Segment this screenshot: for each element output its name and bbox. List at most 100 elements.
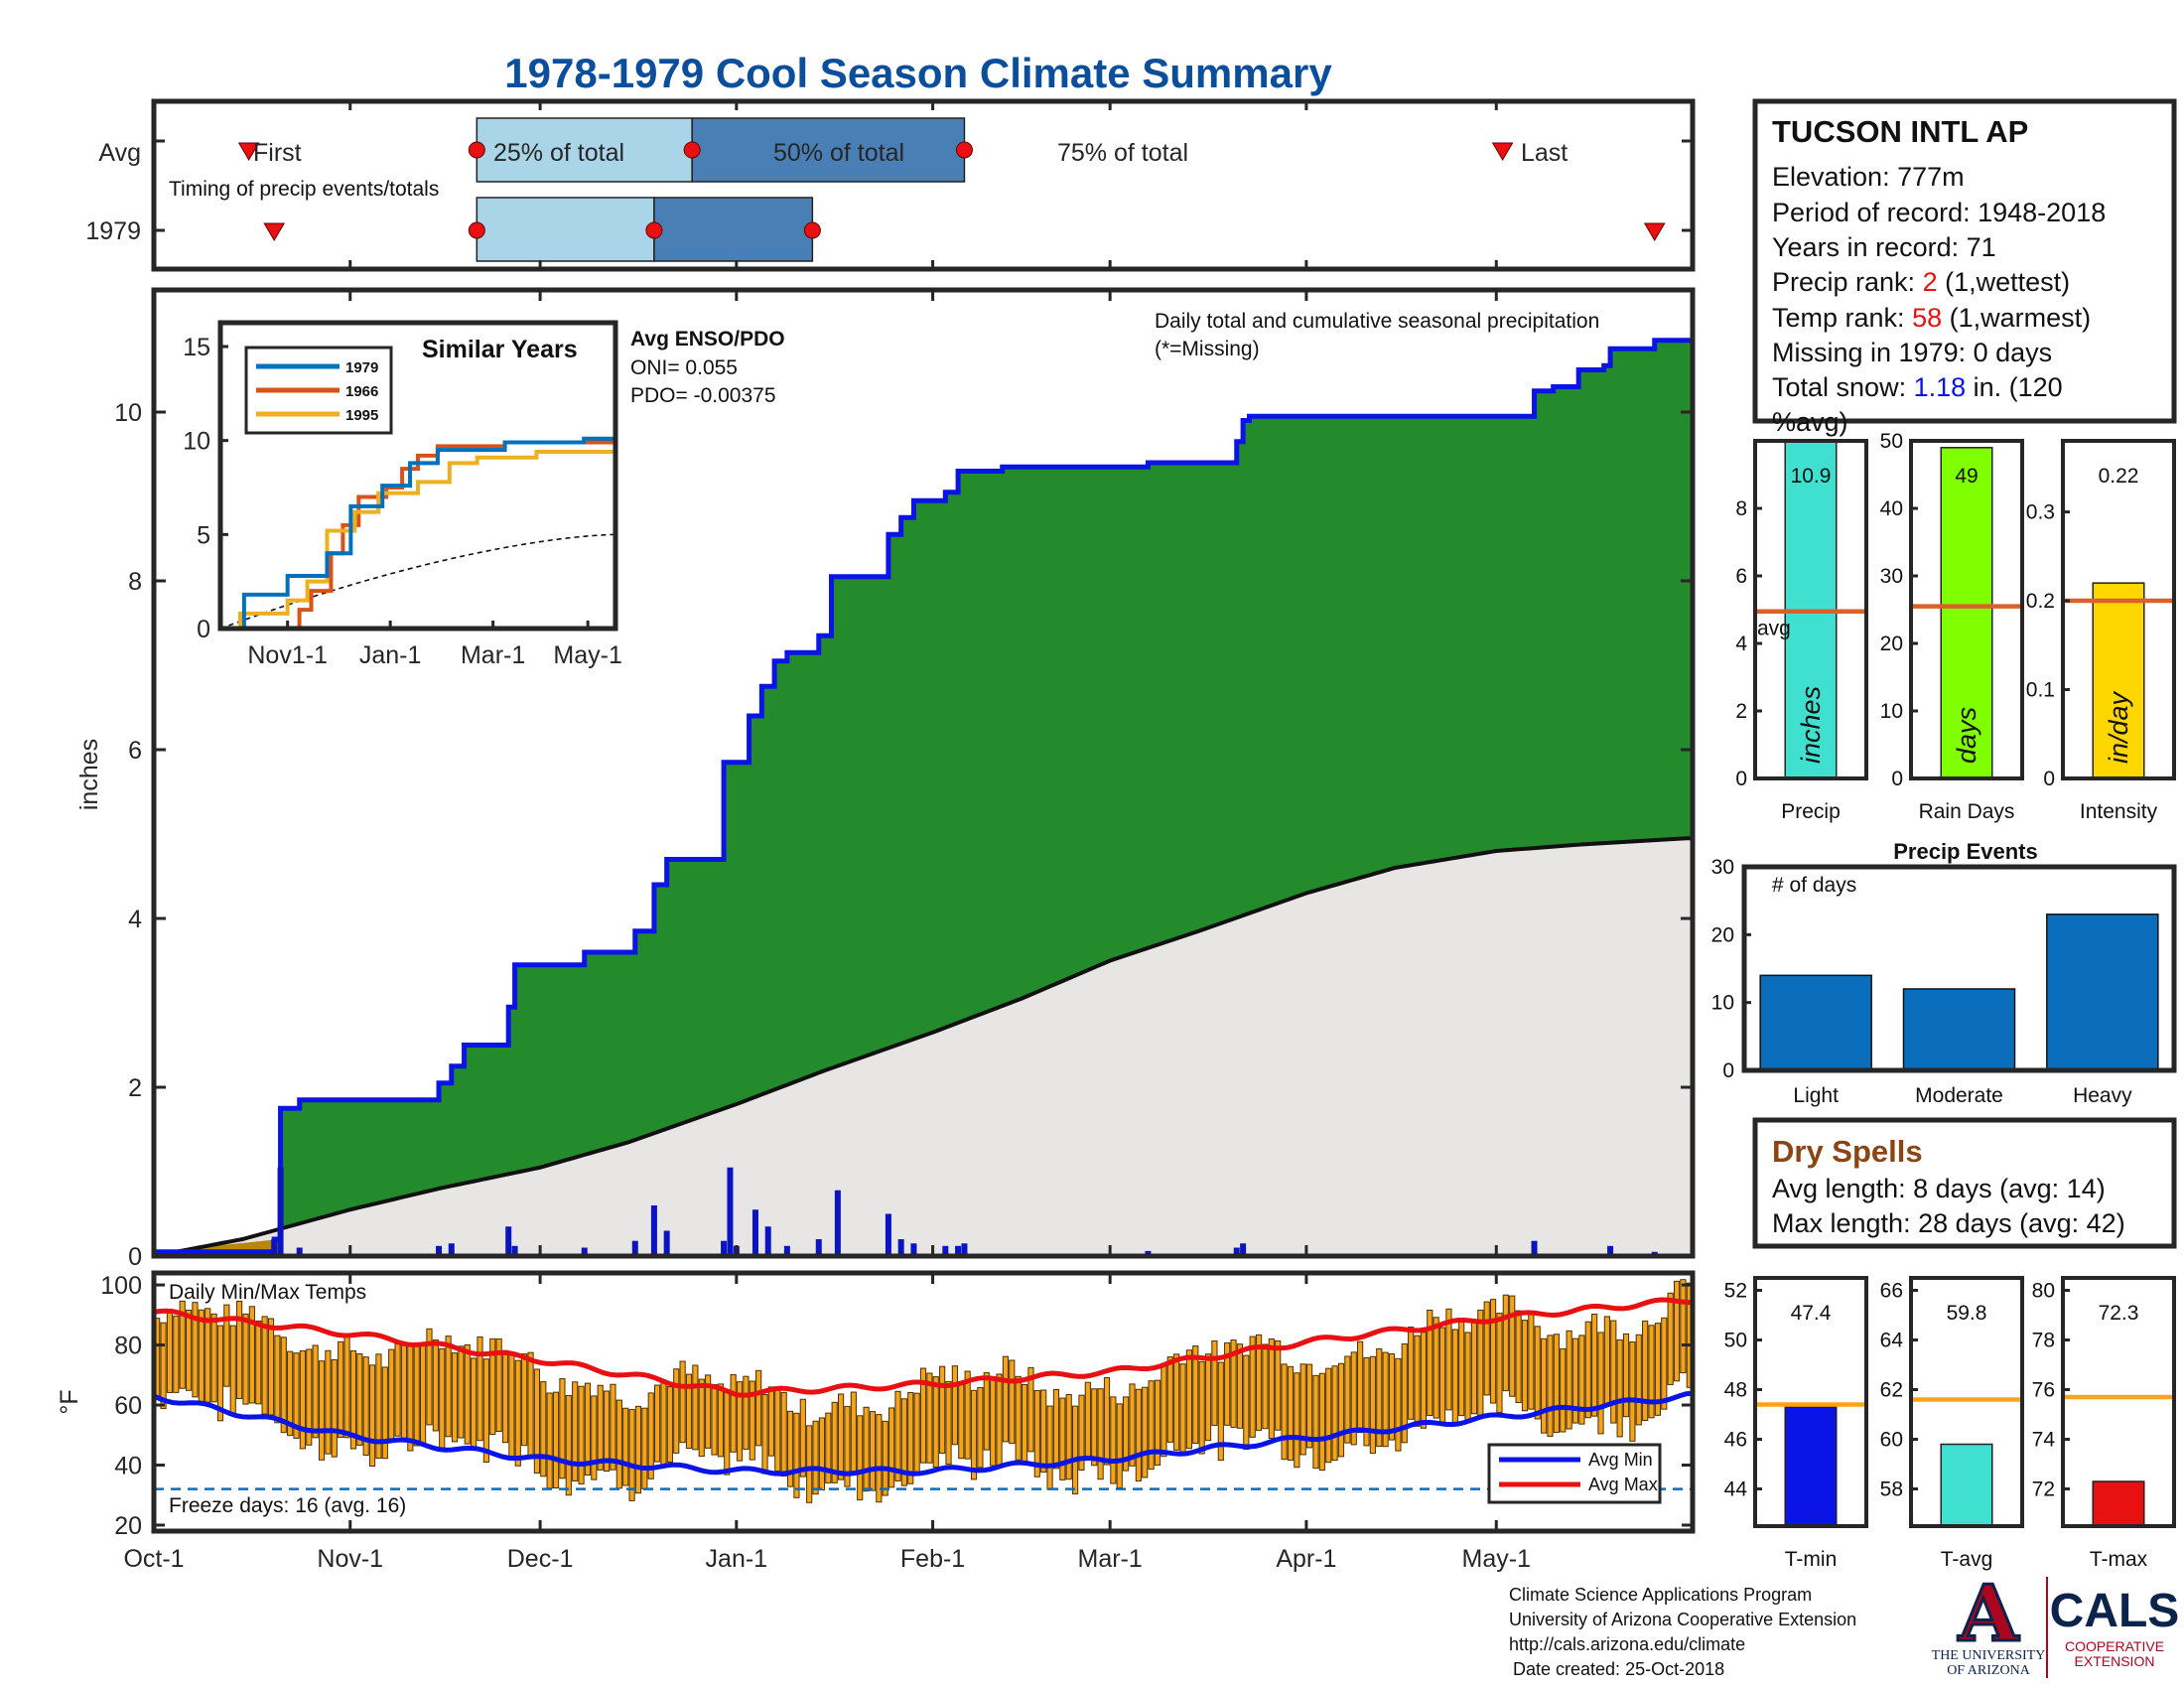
daily-precip-bar bbox=[955, 1245, 962, 1256]
daily-temp-range-bar bbox=[1521, 1320, 1529, 1412]
intensity-mini-chart: 0 0.1 0.2 0.3 0.22 Intensity in/day bbox=[2026, 439, 2176, 823]
avg-first-marker bbox=[237, 142, 260, 161]
daily-temp-range-bar bbox=[1230, 1339, 1237, 1428]
daily-temp-range-bar bbox=[1331, 1365, 1338, 1462]
daily-temp-range-bar bbox=[1629, 1340, 1636, 1442]
intensity-y-tick-label: 0 bbox=[2043, 768, 2055, 790]
timing-subtitle: Timing of precip events/totals bbox=[169, 178, 439, 201]
daily-temp-range-bar bbox=[844, 1405, 851, 1487]
daily-precip-bar bbox=[505, 1226, 512, 1256]
station-name: TUCSON INTL AP bbox=[1772, 114, 2028, 149]
precip-avg-label: avg bbox=[1757, 618, 1791, 640]
daily-temp-range-bar bbox=[1642, 1320, 1649, 1421]
station-info-box: TUCSON INTL AP Elevation: 777m Period of… bbox=[1752, 98, 2177, 437]
daily-precip-bar bbox=[650, 1205, 657, 1256]
x-tick-label: Oct-1 bbox=[123, 1545, 184, 1573]
daily-temp-range-bar bbox=[647, 1392, 654, 1479]
ua-name-line2: OF ARIZONA bbox=[1947, 1663, 2031, 1678]
daily-temp-range-bar bbox=[464, 1343, 471, 1445]
daily-temp-range-bar bbox=[229, 1325, 236, 1416]
events-y-tick-label: 10 bbox=[1711, 992, 1734, 1015]
tmax-value-label: 72.3 bbox=[2099, 1302, 2139, 1325]
footer-url: http://cals.arizona.edu/climate bbox=[1509, 1634, 1745, 1654]
average-cumulative-line bbox=[153, 836, 1693, 1258]
rain-days-mini-chart: 0 10 20 30 40 50 49 Rain Days days bbox=[1880, 430, 2024, 823]
daily-precip-bar bbox=[727, 1167, 734, 1256]
daily-temp-range-bar bbox=[388, 1348, 395, 1440]
daily-precip-bar bbox=[1531, 1240, 1538, 1256]
daily-temp-range-bar bbox=[578, 1385, 585, 1484]
ua-name-line1: THE UNIVERSITY bbox=[1932, 1648, 2046, 1663]
cumulative-precip-line bbox=[154, 338, 1693, 1255]
daily-temp-range-bar bbox=[1287, 1365, 1295, 1462]
daily-temp-range-bar bbox=[1294, 1372, 1300, 1469]
timing-frame bbox=[151, 98, 1696, 272]
daily-precip-bar bbox=[764, 1226, 771, 1256]
footer-university: University of Arizona Cooperative Extens… bbox=[1509, 1610, 1856, 1629]
date-x-axis: Oct-1 Nov-1 Dec-1 Jan-1 Feb-1 Mar-1 Apr-1 May-1 bbox=[123, 101, 1531, 1573]
daily-temp-range-bar bbox=[312, 1344, 319, 1439]
daily-temp-range-bar bbox=[1395, 1357, 1402, 1452]
daily-temp-range-bar bbox=[1179, 1363, 1186, 1453]
daily-temp-range-bar bbox=[394, 1343, 401, 1437]
footer-credits: Climate Science Applications Program Uni… bbox=[1509, 1585, 1856, 1679]
inset-y-tick-label: 0 bbox=[197, 616, 210, 643]
daily-temp-range-bar bbox=[806, 1425, 813, 1503]
daily-temp-range-bar bbox=[223, 1304, 230, 1387]
precip-y-tick-label: 2 bbox=[128, 1074, 142, 1102]
daily-temp-range-bar bbox=[1337, 1362, 1345, 1458]
daily-temp-range-bar bbox=[318, 1360, 326, 1461]
tmin-mini-chart: 44 46 48 50 52 47.4 T-min bbox=[1724, 1276, 1868, 1571]
precip-y-tick-label: 4 bbox=[1735, 633, 1747, 655]
inset-title: Similar Years bbox=[422, 336, 578, 363]
temp-y-tick-label: 40 bbox=[114, 1452, 142, 1479]
intensity-frame bbox=[2061, 439, 2176, 780]
events-category-label: Light bbox=[1793, 1084, 1839, 1107]
daily-temp-range-bar bbox=[1622, 1333, 1630, 1418]
elevation: Elevation: 777m bbox=[1772, 162, 1965, 192]
daily-temp-range-bar bbox=[1166, 1356, 1173, 1443]
tmax-frame bbox=[2061, 1276, 2176, 1528]
temps-panel: 20 40 60 80 100 °F Daily Min/Max Temps Freez… bbox=[56, 1270, 1696, 1540]
daily-temp-range-bar bbox=[673, 1368, 680, 1454]
total-snow: Total snow: 1.18 in. (120 bbox=[1772, 372, 2063, 402]
avg-p50-label: 50% of total bbox=[773, 139, 904, 167]
daily-temp-range-bar bbox=[876, 1414, 883, 1503]
daily-temp-range-bar bbox=[559, 1378, 566, 1479]
daily-temp-range-bar bbox=[267, 1318, 275, 1416]
avg-max-line bbox=[153, 1297, 1694, 1398]
daily-temp-range-bar bbox=[349, 1349, 357, 1450]
events-bar-heavy bbox=[2046, 914, 2159, 1071]
precip-y-tick-label: 0 bbox=[1735, 768, 1747, 790]
daily-temp-range-bar bbox=[1388, 1353, 1396, 1441]
daily-temp-range-bar bbox=[767, 1386, 775, 1457]
x-tick-label: Nov-1 bbox=[317, 1545, 383, 1573]
intensity-y-tick-label: 0.3 bbox=[2026, 501, 2055, 524]
daily-temp-range-bar bbox=[565, 1395, 572, 1496]
daily-temp-range-bar bbox=[540, 1381, 547, 1477]
inset-average-line bbox=[219, 533, 616, 630]
daily-temp-range-bar bbox=[198, 1309, 205, 1402]
daily-temp-range-bar bbox=[1299, 1363, 1306, 1456]
daily-temp-range-bar bbox=[381, 1366, 388, 1460]
daily-temp-range-bar bbox=[584, 1382, 592, 1477]
total-snow-pct: %avg) bbox=[1772, 407, 1848, 437]
daily-temp-range-bar bbox=[420, 1342, 427, 1445]
legend-avg-min: Avg Min bbox=[1588, 1450, 1653, 1470]
avg-p75-marker bbox=[955, 141, 973, 159]
events-frame bbox=[1741, 864, 2177, 1073]
inset-series-1995 bbox=[220, 450, 615, 631]
daily-temp-range-bar bbox=[1483, 1301, 1490, 1396]
daily-temp-range-bar bbox=[368, 1364, 376, 1467]
daily-temp-range-bar bbox=[552, 1391, 560, 1489]
timing-bars bbox=[154, 117, 1693, 262]
avg-quartile-box-2 bbox=[691, 117, 966, 183]
events-y-tick-label: 30 bbox=[1711, 856, 1734, 879]
daily-temp-range-bar bbox=[799, 1398, 806, 1477]
inset-y-tick-label: 10 bbox=[183, 428, 210, 456]
tavg-value-label: 59.8 bbox=[1947, 1302, 1987, 1325]
rain-days-y-tick-label: 40 bbox=[1880, 497, 1903, 520]
precip-frame bbox=[151, 287, 1696, 1259]
precip-unit-label: inches bbox=[1796, 686, 1826, 764]
